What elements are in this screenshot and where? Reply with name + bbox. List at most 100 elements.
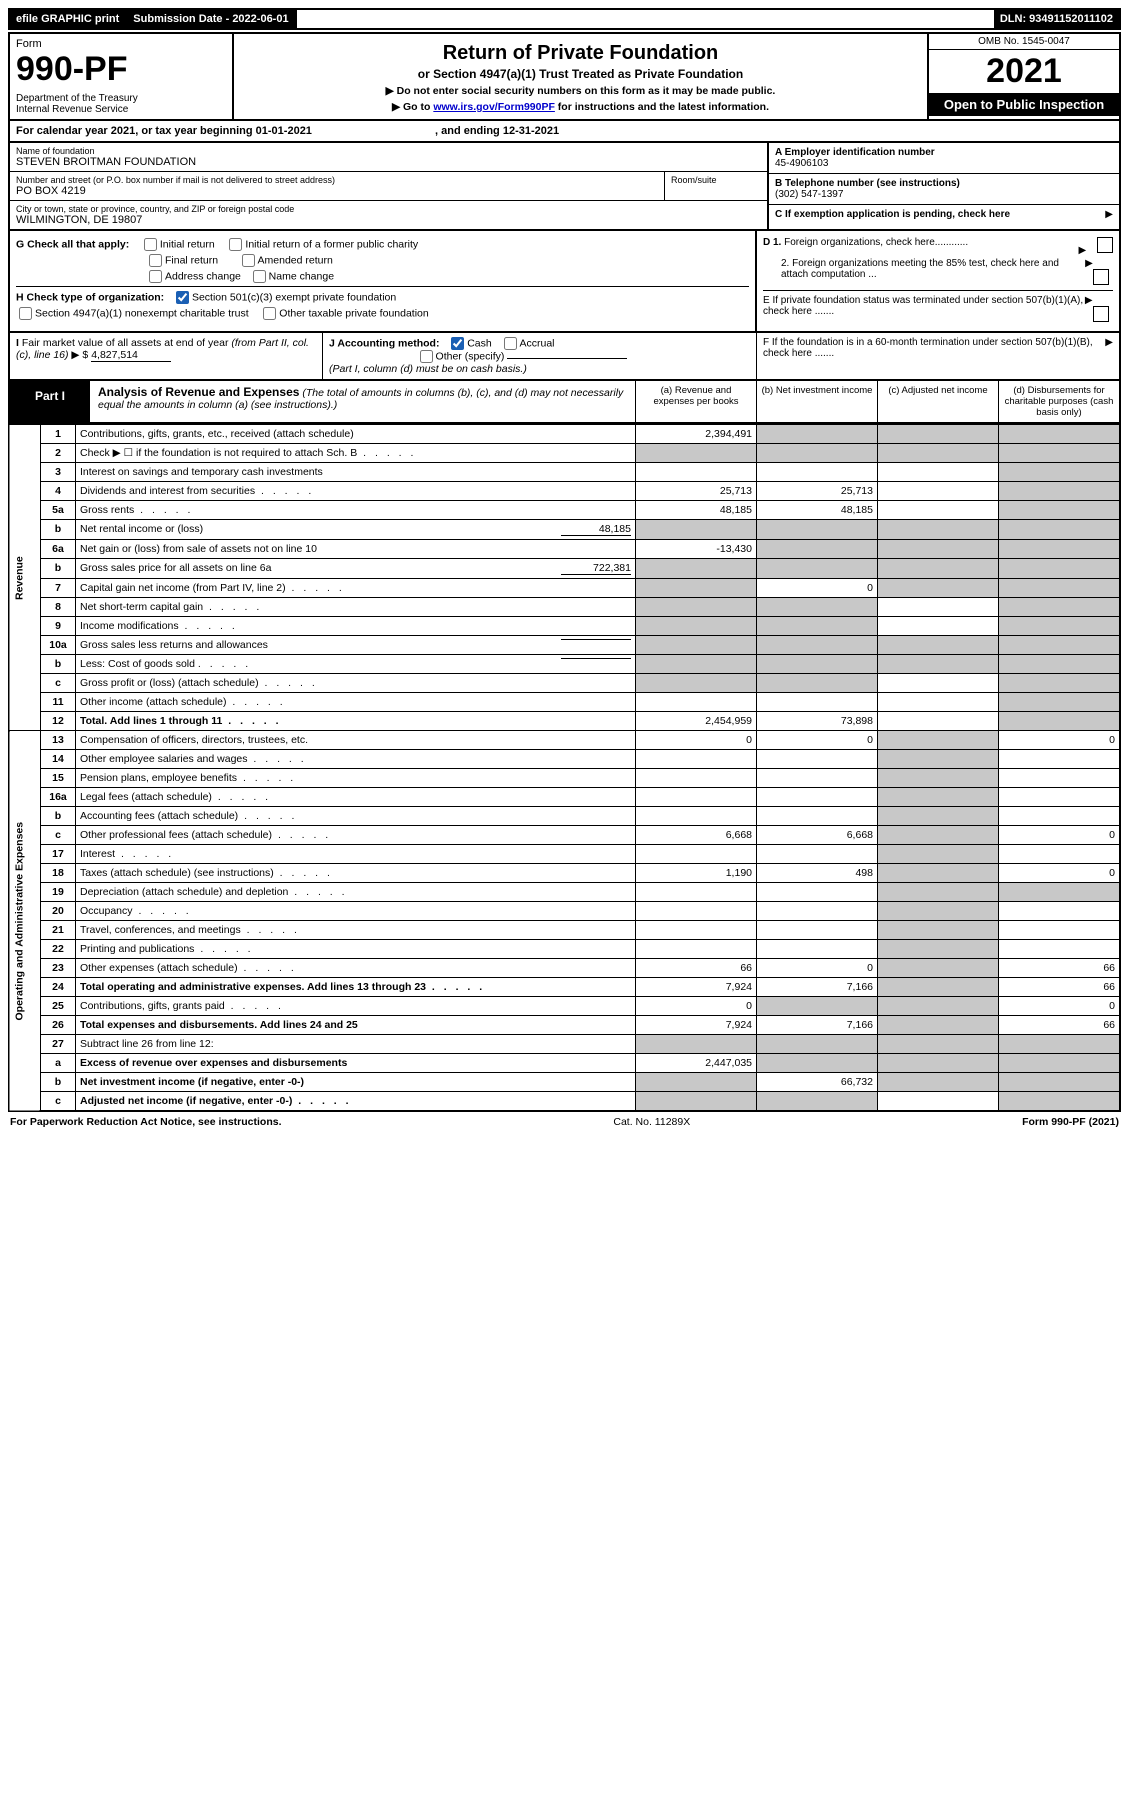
- amount-cell: 48,185: [757, 501, 878, 520]
- h1-checkbox[interactable]: [176, 291, 189, 304]
- amount-cell: 66: [999, 978, 1121, 997]
- h3-label: Other taxable private foundation: [279, 307, 428, 319]
- amount-cell: [878, 940, 999, 959]
- amount-cell: [999, 921, 1121, 940]
- amount-cell: [878, 902, 999, 921]
- amount-cell: 2,454,959: [636, 712, 757, 731]
- footer-left: For Paperwork Reduction Act Notice, see …: [10, 1116, 282, 1128]
- line-num: b: [41, 559, 76, 579]
- line-num: 10a: [41, 636, 76, 655]
- g6-checkbox[interactable]: [253, 270, 266, 283]
- amount-cell: [636, 788, 757, 807]
- efile-print-label[interactable]: efile GRAPHIC print: [10, 10, 127, 28]
- line-num: b: [41, 655, 76, 674]
- g4-checkbox[interactable]: [242, 254, 255, 267]
- j-cash-checkbox[interactable]: [451, 337, 464, 350]
- line-desc: Pension plans, employee benefits . . . .…: [76, 769, 636, 788]
- amount-cell: 7,166: [757, 978, 878, 997]
- amount-cell: [757, 559, 878, 579]
- amount-cell: 0: [757, 959, 878, 978]
- amount-cell: [636, 1092, 757, 1112]
- amount-cell: [878, 674, 999, 693]
- d1-checkbox[interactable]: [1097, 237, 1113, 253]
- amount-cell: [999, 540, 1121, 559]
- amount-cell: 0: [757, 731, 878, 750]
- j2-label: Accrual: [520, 337, 555, 349]
- line-num: 23: [41, 959, 76, 978]
- amount-cell: [636, 845, 757, 864]
- irs-link[interactable]: www.irs.gov/Form990PF: [433, 101, 555, 113]
- line-num: 9: [41, 617, 76, 636]
- amount-cell: -13,430: [636, 540, 757, 559]
- entity-block: Name of foundation STEVEN BROITMAN FOUND…: [8, 143, 1121, 231]
- amount-cell: 2,394,491: [636, 425, 757, 444]
- amount-cell: [999, 1054, 1121, 1073]
- d1-label: D 1. Foreign organizations, check here..…: [763, 237, 968, 256]
- line-num: c: [41, 674, 76, 693]
- g4-label: Amended return: [258, 254, 333, 266]
- col-a-head: (a) Revenue and expenses per books: [636, 381, 757, 422]
- city-label: City or town, state or province, country…: [16, 204, 761, 214]
- line-desc: Gross rents . . . . .: [76, 501, 636, 520]
- g2-checkbox[interactable]: [229, 238, 242, 251]
- addr-value: PO BOX 4219: [16, 185, 658, 197]
- amount-cell: [878, 1016, 999, 1035]
- amount-cell: 7,166: [757, 1016, 878, 1035]
- j-other-checkbox[interactable]: [420, 350, 433, 363]
- part1-header: Part I Analysis of Revenue and Expenses …: [8, 381, 1121, 424]
- d2-checkbox[interactable]: [1093, 269, 1109, 285]
- amount-cell: [636, 617, 757, 636]
- line-num: a: [41, 1054, 76, 1073]
- line-num: b: [41, 1073, 76, 1092]
- j-note: (Part I, column (d) must be on cash basi…: [329, 363, 527, 375]
- amount-cell: 1,190: [636, 864, 757, 883]
- note2-post: for instructions and the latest informat…: [555, 101, 769, 113]
- j1-label: Cash: [467, 337, 492, 349]
- amount-cell: [757, 1035, 878, 1054]
- amount-cell: [757, 750, 878, 769]
- amount-cell: [757, 463, 878, 482]
- g5-checkbox[interactable]: [149, 270, 162, 283]
- line-desc: Depreciation (attach schedule) and deple…: [76, 883, 636, 902]
- line-num: 20: [41, 902, 76, 921]
- h2-label: Section 4947(a)(1) nonexempt charitable …: [35, 307, 249, 319]
- amount-cell: [999, 559, 1121, 579]
- amount-cell: [999, 463, 1121, 482]
- form-header: Form 990-PF Department of the Treasury I…: [8, 32, 1121, 121]
- city-value: WILMINGTON, DE 19807: [16, 214, 761, 226]
- amount-cell: 66: [636, 959, 757, 978]
- tax-year: 2021: [929, 50, 1119, 93]
- amount-cell: 7,924: [636, 978, 757, 997]
- line-desc: Less: Cost of goods sold . . . . .: [76, 655, 636, 674]
- amount-cell: 0: [757, 579, 878, 598]
- line-num: c: [41, 826, 76, 845]
- h2-checkbox[interactable]: [19, 307, 32, 320]
- amount-cell: [878, 559, 999, 579]
- amount-cell: [757, 769, 878, 788]
- amount-cell: [757, 693, 878, 712]
- c-label: C If exemption application is pending, c…: [775, 209, 1010, 220]
- name-label: Name of foundation: [16, 146, 761, 156]
- part1-title: Analysis of Revenue and Expenses: [98, 385, 299, 399]
- h3-checkbox[interactable]: [263, 307, 276, 320]
- amount-cell: [757, 636, 878, 655]
- amount-cell: [636, 940, 757, 959]
- j-accrual-checkbox[interactable]: [504, 337, 517, 350]
- g1-checkbox[interactable]: [144, 238, 157, 251]
- amount-cell: [878, 750, 999, 769]
- amount-cell: [636, 1035, 757, 1054]
- line-desc: Occupancy . . . . .: [76, 902, 636, 921]
- amount-cell: [636, 559, 757, 579]
- line-desc: Contributions, gifts, grants paid . . . …: [76, 997, 636, 1016]
- line-desc: Other employee salaries and wages . . . …: [76, 750, 636, 769]
- amount-cell: [636, 769, 757, 788]
- goto-note: ▶ Go to www.irs.gov/Form990PF for instru…: [244, 101, 917, 113]
- dept-treasury: Department of the Treasury: [16, 93, 226, 104]
- lower-blocks: I Fair market value of all assets at end…: [8, 333, 1121, 381]
- amount-cell: [636, 444, 757, 463]
- amount-cell: [878, 540, 999, 559]
- e-checkbox[interactable]: [1093, 306, 1109, 322]
- amount-cell: 0: [636, 731, 757, 750]
- g3-checkbox[interactable]: [149, 254, 162, 267]
- line-num: 27: [41, 1035, 76, 1054]
